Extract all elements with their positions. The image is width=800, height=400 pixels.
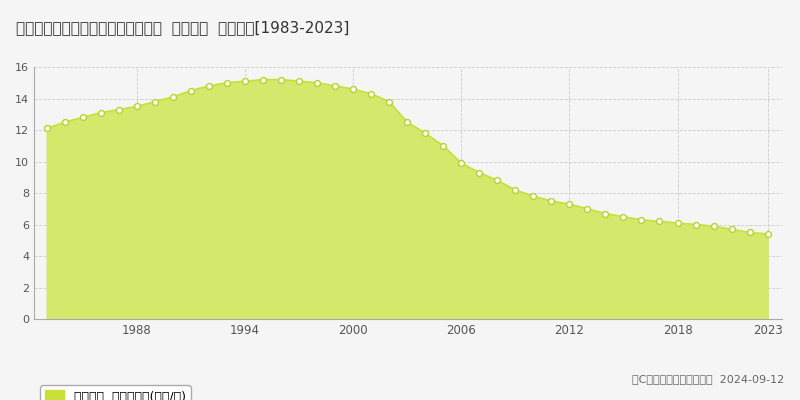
Point — [202, 83, 215, 89]
Legend: 地価公示  平均坪単価(万円/坪): 地価公示 平均坪単価(万円/坪) — [40, 385, 191, 400]
Point — [329, 83, 342, 89]
Point — [346, 86, 359, 92]
Point — [40, 125, 53, 132]
Text: （C）土地価格ドットコム  2024-09-12: （C）土地価格ドットコム 2024-09-12 — [632, 374, 784, 384]
Point — [635, 217, 648, 223]
Point — [401, 119, 414, 125]
Point — [382, 98, 395, 105]
Point — [238, 78, 251, 84]
Point — [689, 221, 702, 228]
Point — [76, 114, 89, 121]
Point — [599, 210, 612, 217]
Point — [365, 90, 378, 97]
Point — [166, 94, 179, 100]
Point — [437, 142, 450, 149]
Point — [130, 103, 143, 110]
Point — [293, 78, 306, 84]
Point — [310, 80, 323, 86]
Point — [653, 218, 666, 225]
Point — [112, 106, 125, 113]
Point — [185, 88, 198, 94]
Point — [473, 169, 486, 176]
Point — [563, 201, 576, 207]
Point — [509, 187, 522, 193]
Point — [671, 220, 684, 226]
Point — [491, 177, 504, 184]
Point — [148, 98, 161, 105]
Point — [743, 229, 756, 236]
Point — [545, 198, 558, 204]
Text: 富山県黒部市生地神区２９３番１外  地価公示  地価推移[1983-2023]: 富山県黒部市生地神区２９３番１外 地価公示 地価推移[1983-2023] — [16, 20, 350, 35]
Point — [617, 214, 630, 220]
Point — [418, 130, 431, 136]
Point — [527, 193, 540, 200]
Point — [726, 226, 738, 232]
Point — [257, 76, 270, 83]
Point — [455, 160, 468, 166]
Point — [221, 80, 234, 86]
Point — [707, 223, 720, 229]
Point — [274, 76, 287, 83]
Point — [581, 206, 594, 212]
Point — [762, 231, 774, 237]
Point — [94, 110, 107, 116]
Point — [58, 119, 71, 125]
